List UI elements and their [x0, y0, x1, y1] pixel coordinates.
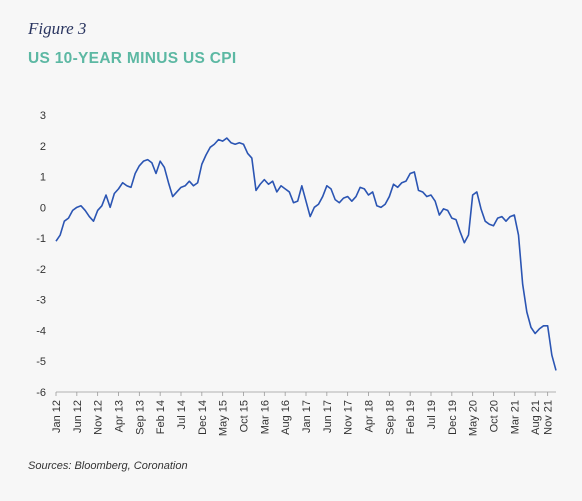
x-tick-label: Aug 21	[530, 400, 542, 435]
x-tick-label: Jul 19	[426, 400, 438, 429]
y-tick-label: -5	[36, 356, 46, 368]
x-tick-label: Oct 20	[489, 400, 501, 432]
series-group	[55, 137, 557, 371]
y-tick-label: 3	[40, 110, 46, 122]
x-tick-label: Jan 17	[301, 400, 313, 433]
x-tick-label: Nov 21	[543, 400, 555, 435]
x-tick-label: Sep 18	[384, 400, 396, 435]
x-tick-label: Apr 13	[114, 400, 126, 432]
y-tick-label: -3	[36, 295, 46, 307]
series-line	[55, 137, 557, 371]
y-tick-label: 1	[40, 172, 46, 184]
x-tick-label: Aug 16	[280, 400, 292, 435]
x-tick-label: Nov 17	[343, 400, 355, 435]
x-tick-label: Sep 13	[134, 400, 146, 435]
x-tick-label: Dec 14	[197, 400, 209, 435]
y-tick-label: -2	[36, 264, 46, 276]
y-tick-label: -1	[36, 233, 46, 245]
x-tick-label: Jun 17	[322, 400, 334, 433]
y-tick-label: -4	[36, 325, 46, 337]
x-tick-label: Mar 21	[509, 400, 521, 434]
y-tick-label: 2	[40, 141, 46, 153]
x-tick-label: May 15	[218, 400, 230, 436]
x-tick-label: Oct 15	[239, 400, 251, 432]
x-tick-label: Jul 14	[176, 400, 188, 429]
y-axis-ticks: 3 2 1 0 -1 -2 -3 -4 -5 -6	[36, 110, 46, 399]
source-note: Sources: Bloomberg, Coronation	[28, 460, 188, 472]
y-tick-label: 0	[40, 202, 46, 214]
y-tick-label: -6	[36, 387, 46, 399]
x-tick-label: Dec 19	[447, 400, 459, 435]
x-tick-label: May 20	[468, 400, 480, 436]
x-axis-ticks: Jan 12 Jun 12 Nov 12 Apr 13 Sep 13 Feb 14 Jul …	[51, 392, 555, 436]
x-tick-label: Jun 12	[72, 400, 84, 433]
figure-label: Figure 3	[28, 19, 87, 38]
x-tick-label: Jan 12	[51, 400, 63, 433]
x-tick-label: Feb 19	[405, 400, 417, 434]
x-tick-label: Feb 14	[155, 400, 167, 434]
chart-title: US 10-YEAR MINUS US CPI	[28, 50, 237, 67]
x-tick-label: Nov 12	[93, 400, 105, 435]
x-tick-label: Apr 18	[364, 400, 376, 432]
x-tick-label: Mar 16	[259, 400, 271, 434]
